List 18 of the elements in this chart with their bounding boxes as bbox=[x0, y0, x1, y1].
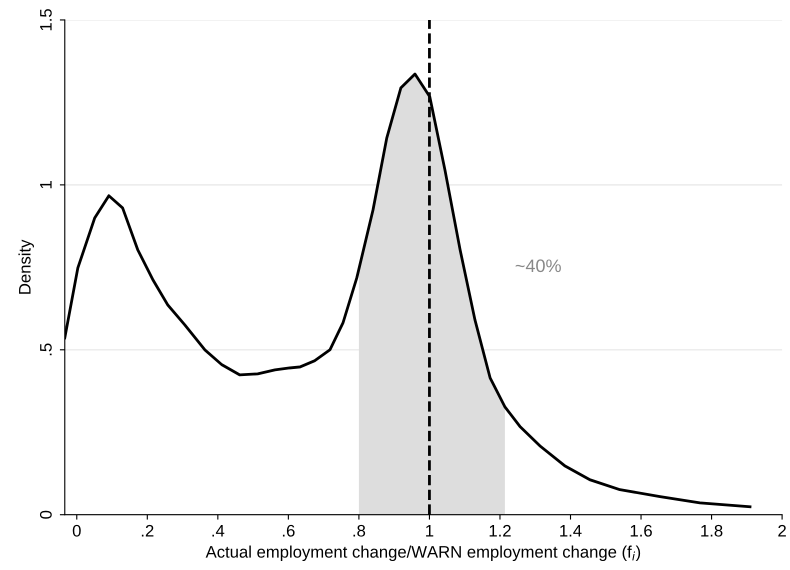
x-tick-label: 1 bbox=[426, 525, 434, 537]
x-tick-label: 1.4 bbox=[560, 525, 582, 537]
x-tick-label: .8 bbox=[353, 524, 366, 537]
x-axis-title: Actual employment change/WARN employment change (f$_{i}$) bbox=[206, 546, 640, 562]
x-tick-label: 2 bbox=[778, 524, 786, 537]
y-tick-label: 1 bbox=[40, 181, 52, 188]
x-tick-label: .4 bbox=[212, 525, 224, 537]
y-tick-label: 1.5 bbox=[40, 9, 52, 30]
x-tick-label: 1.2 bbox=[490, 524, 511, 537]
y-tick-label: 0 bbox=[40, 510, 52, 519]
y-tick-label: .5 bbox=[40, 344, 52, 356]
x-tick-label: 1.8 bbox=[701, 524, 722, 537]
x-tick-label: 0 bbox=[72, 524, 81, 537]
x-tick-label: 1.6 bbox=[630, 524, 652, 537]
annotation: ~40% bbox=[516, 259, 561, 272]
y-axis-title: Density bbox=[18, 240, 34, 294]
x-tick-label: .2 bbox=[142, 524, 154, 537]
x-tick-label: .6 bbox=[282, 524, 295, 537]
